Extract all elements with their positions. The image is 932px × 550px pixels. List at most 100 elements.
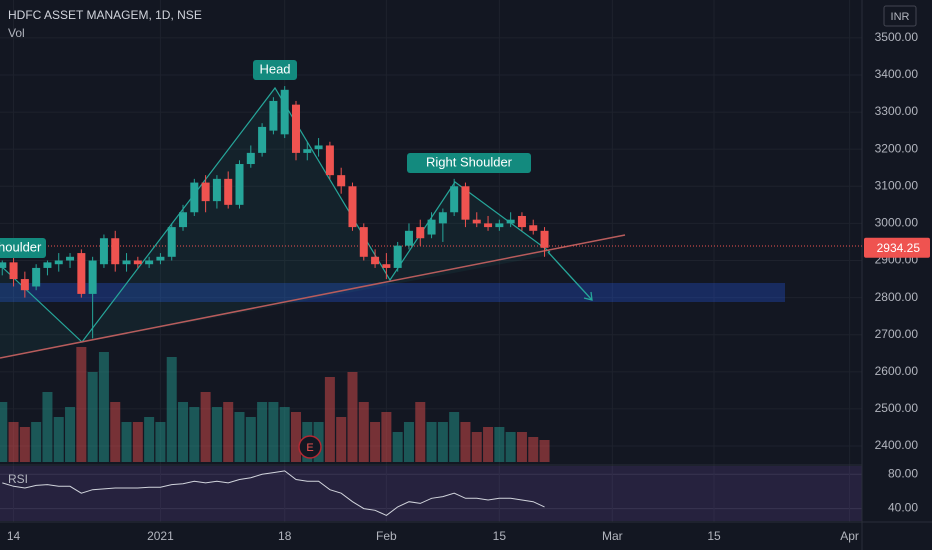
- rsi-label: RSI: [8, 472, 28, 486]
- candle-body: [20, 279, 29, 291]
- rsi-pane: [0, 466, 862, 521]
- y-tick-label: 2800.00: [875, 290, 919, 304]
- volume-bar: [471, 432, 482, 462]
- volume-bar: [336, 417, 347, 462]
- volume-bar: [528, 437, 539, 462]
- x-tick-label: 14: [7, 529, 21, 543]
- earnings-marker[interactable]: [298, 435, 322, 459]
- candles: [0, 86, 549, 339]
- volume-bar: [19, 427, 30, 462]
- candle-body: [325, 145, 334, 176]
- currency: INR: [891, 11, 910, 23]
- neckline: [0, 234, 626, 359]
- candle-body: [43, 262, 52, 268]
- candle-body: [235, 164, 244, 205]
- candle-body: [450, 186, 459, 213]
- candle-body: [88, 260, 97, 294]
- candle-body: [314, 145, 323, 150]
- volume-bar: [483, 427, 494, 462]
- candle-body: [517, 215, 526, 228]
- volume-bar: [415, 402, 426, 462]
- candle-body: [224, 178, 233, 205]
- candle-body: [291, 104, 300, 153]
- y-tick-label: 2400.00: [875, 438, 919, 452]
- axes: 2400.002500.002600.002700.002800.002900.…: [7, 30, 930, 543]
- candle-body: [190, 182, 199, 213]
- rsi-tick-label: 80.00: [888, 466, 918, 480]
- y-tick-label: 2700.00: [875, 327, 919, 341]
- volume-bar: [460, 422, 471, 462]
- y-tick-label: 2500.00: [875, 401, 919, 415]
- candle-body: [122, 260, 131, 265]
- volume-bar: [449, 412, 460, 462]
- candle-body: [269, 100, 278, 131]
- candle-body: [438, 212, 447, 224]
- candle-body: [156, 256, 165, 261]
- candle-body: [348, 186, 357, 228]
- y-tick-label: 3300.00: [875, 104, 919, 118]
- volume-bar: [178, 402, 189, 462]
- target-arrow: [547, 251, 593, 301]
- candle-body: [371, 256, 380, 265]
- candle-body: [167, 227, 176, 257]
- last-price-badge: [864, 237, 930, 258]
- candle-body: [382, 264, 391, 268]
- candle-body: [246, 152, 255, 165]
- y-tick-label: 3100.00: [875, 178, 919, 192]
- volume-bar: [42, 392, 53, 462]
- candle-body: [133, 260, 142, 265]
- volume-bar: [211, 407, 222, 462]
- annotation: houlder: [0, 239, 42, 254]
- candle-body: [212, 178, 221, 202]
- volume-bar: [155, 422, 166, 462]
- candle-body: [472, 219, 481, 224]
- rsi-line: [2, 470, 545, 516]
- volume-bar: [370, 422, 381, 462]
- volume-bar: [98, 352, 109, 462]
- volume-bar: [245, 417, 256, 462]
- volume-bar: [144, 417, 155, 462]
- volume-bar: [76, 347, 87, 462]
- volume-bar: [268, 402, 279, 462]
- candle-body: [427, 219, 436, 235]
- y-tick-label: 3500.00: [875, 30, 919, 44]
- candle-body: [258, 126, 267, 153]
- candle-body: [484, 223, 493, 228]
- volume-bar: [279, 407, 290, 462]
- candle-body: [77, 253, 86, 294]
- candle-body: [529, 225, 538, 231]
- x-tick-label: Feb: [376, 529, 397, 543]
- candle-body: [66, 256, 75, 261]
- candle-body: [540, 230, 549, 248]
- candle-body: [416, 227, 425, 239]
- candle-body: [9, 262, 18, 280]
- volume-bar: [347, 372, 358, 462]
- volume-bar: [494, 427, 505, 462]
- volume-bar: [0, 402, 8, 462]
- x-tick-label: Mar: [602, 529, 623, 543]
- volume-bar: [223, 402, 234, 462]
- x-tick-label: 15: [707, 529, 721, 543]
- volume-bar: [31, 422, 42, 462]
- annotation: Right Shoulder: [426, 154, 513, 169]
- candle-body: [359, 227, 368, 257]
- x-tick-label: 18: [278, 529, 292, 543]
- candle-body: [461, 186, 470, 220]
- candle-body: [179, 212, 188, 228]
- annotation-badge: [0, 238, 46, 258]
- volume-bar: [234, 412, 245, 462]
- candle-body: [0, 262, 7, 268]
- candle-body: [404, 230, 413, 246]
- volume-bar: [324, 377, 335, 462]
- earnings-label: E: [306, 442, 313, 454]
- currency-box[interactable]: [883, 5, 917, 27]
- candle-body: [337, 175, 346, 187]
- volume-bar: [53, 417, 64, 462]
- volume-bar: [121, 422, 132, 462]
- x-tick-label: 15: [493, 529, 507, 543]
- volume-bar: [8, 422, 19, 462]
- x-tick-label: Apr: [840, 529, 859, 543]
- volume-bar: [381, 412, 392, 462]
